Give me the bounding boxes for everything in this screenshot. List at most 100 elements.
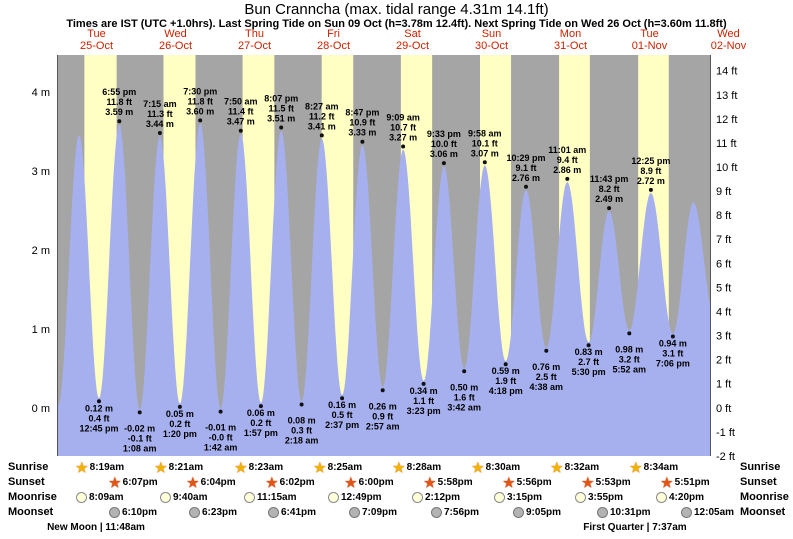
day-label: Tue bbox=[87, 28, 106, 40]
tide-extreme-dot bbox=[524, 184, 528, 189]
low-tide-label: 0.34 m 1.1 ft 3:23 pm bbox=[407, 386, 441, 416]
sunrise-star-icon: ★ bbox=[235, 460, 247, 475]
m-axis-tick: 3 m bbox=[32, 166, 50, 178]
day-label: Sat bbox=[404, 28, 421, 40]
moonrise-entry: 2:12pm bbox=[412, 491, 460, 504]
high-tide-label: 6:55 pm 11.8 ft 3.59 m bbox=[102, 87, 136, 117]
moon-phase-note: New Moon | 11:48am bbox=[47, 522, 145, 533]
astro-time: 8:21am bbox=[168, 462, 204, 473]
plot-area bbox=[57, 55, 711, 456]
ft-axis-tick: 9 ft bbox=[716, 186, 731, 198]
sunset-entry: ★ 5:53pm bbox=[582, 476, 631, 489]
moonset-entry: 6:23pm bbox=[189, 506, 237, 519]
high-tide-label: 8:27 am 11.2 ft 3.41 m bbox=[305, 101, 339, 131]
m-axis-tick: 1 m bbox=[32, 324, 50, 336]
sunrise-star-icon: ★ bbox=[155, 460, 167, 475]
sunrise-entry: ★ 8:19am bbox=[76, 461, 124, 474]
tide-extreme-dot bbox=[482, 160, 487, 165]
moonset-circle-icon bbox=[109, 507, 120, 518]
sunset-star-icon: ★ bbox=[661, 475, 673, 490]
ft-axis-tick: 10 ft bbox=[716, 162, 737, 174]
date-label: 26-Oct bbox=[159, 40, 192, 52]
sunrise-star-icon: ★ bbox=[393, 460, 405, 475]
moonset-circle-icon bbox=[189, 507, 200, 518]
moonrise-circle-icon bbox=[244, 492, 255, 503]
m-axis-tick: 2 m bbox=[32, 245, 50, 257]
moonrise-circle-icon bbox=[160, 492, 171, 503]
moonset-entry: 7:09pm bbox=[349, 506, 397, 519]
high-tide-label: 11:01 am 9.4 ft 2.86 m bbox=[548, 145, 586, 175]
moon-phase-note: First Quarter | 7:37am bbox=[583, 522, 687, 533]
sunset-entry: ★ 5:56pm bbox=[503, 476, 552, 489]
date-label: 01-Nov bbox=[632, 40, 668, 52]
ft-axis-tick: 1 ft bbox=[716, 379, 731, 391]
low-tide-label: 0.26 m 0.9 ft 2:57 am bbox=[366, 401, 400, 431]
ft-axis-tick: 14 ft bbox=[716, 66, 737, 78]
tide-extreme-dot bbox=[97, 399, 101, 404]
low-tide-label: 0.83 m 2.7 ft 5:30 pm bbox=[572, 347, 606, 377]
low-tide-label: 0.16 m 0.5 ft 2:37 pm bbox=[325, 400, 359, 430]
high-tide-label: 8:07 pm 11.5 ft 3.51 m bbox=[264, 94, 298, 124]
tide-extreme-dot bbox=[299, 402, 304, 407]
moonrise-entry: 8:09am bbox=[76, 491, 123, 504]
tide-extreme-dot bbox=[586, 343, 591, 348]
ft-axis-tick: 2 ft bbox=[716, 355, 731, 367]
day-label: Thu bbox=[245, 28, 264, 40]
sunrise-star-icon: ★ bbox=[76, 460, 88, 475]
sunrise-entry: ★ 8:25am bbox=[314, 461, 362, 474]
sunrise-star-icon: ★ bbox=[630, 460, 642, 475]
high-tide-label: 8:47 pm 10.9 ft 3.33 m bbox=[345, 108, 379, 138]
moonset-circle-icon bbox=[268, 507, 279, 518]
sunset-entry: ★ 5:51pm bbox=[661, 476, 710, 489]
high-tide-label: 10:29 pm 9.1 ft 2.76 m bbox=[506, 153, 545, 183]
tide-curve bbox=[58, 123, 711, 456]
sunset-star-icon: ★ bbox=[109, 475, 121, 490]
astro-time: 5:53pm bbox=[595, 477, 631, 488]
tide-extreme-dot bbox=[627, 331, 632, 336]
day-label: Mon bbox=[560, 28, 581, 40]
astro-time: 6:23pm bbox=[202, 507, 238, 518]
page-subtitle: Times are IST (UTC +1.0hrs). Last Spring… bbox=[66, 18, 727, 30]
moonset-entry: 6:10pm bbox=[109, 506, 157, 519]
sunrise-entry: ★ 8:32am bbox=[551, 461, 599, 474]
astro-time: 3:55pm bbox=[588, 492, 624, 503]
astro-time: 3:15pm bbox=[507, 492, 543, 503]
moonrise-circle-icon bbox=[328, 492, 339, 503]
day-label: Tue bbox=[640, 28, 659, 40]
ft-axis-tick: 11 ft bbox=[716, 138, 737, 150]
tide-extreme-dot bbox=[319, 133, 324, 138]
moonrise-circle-icon bbox=[412, 492, 423, 503]
moonrise-circle-icon bbox=[575, 492, 586, 503]
moonset-circle-icon bbox=[513, 507, 524, 518]
astro-time: 10:31pm bbox=[610, 507, 651, 518]
low-tide-label: 0.98 m 3.2 ft 5:52 am bbox=[613, 344, 647, 374]
ft-axis-tick: 4 ft bbox=[716, 307, 731, 319]
astro-time: 8:30am bbox=[485, 462, 521, 473]
date-label: 31-Oct bbox=[554, 40, 587, 52]
astro-time: 8:09am bbox=[89, 492, 124, 503]
day-label: Wed bbox=[717, 28, 739, 40]
astro-time: 7:56pm bbox=[444, 507, 480, 518]
tide-extreme-dot bbox=[565, 176, 570, 181]
high-tide-label: 7:30 pm 11.8 ft 3.60 m bbox=[183, 86, 217, 116]
high-tide-label: 9:33 pm 10.0 ft 3.06 m bbox=[427, 129, 461, 159]
moonrise-entry: 4:20pm bbox=[656, 491, 704, 504]
tide-extreme-dot bbox=[401, 144, 406, 149]
moonrise-entry: 3:15pm bbox=[494, 491, 542, 504]
moonrise-entry: 11:15am bbox=[244, 491, 296, 504]
low-tide-label: 0.12 m 0.4 ft 12:45 pm bbox=[79, 403, 118, 433]
moonrise-entry: 9:40am bbox=[160, 491, 207, 504]
sunset-entry: ★ 6:07pm bbox=[109, 476, 158, 489]
sunset-entry: ★ 5:58pm bbox=[424, 476, 473, 489]
astro-time: 8:32am bbox=[564, 462, 600, 473]
astro-time: 9:05pm bbox=[526, 507, 562, 518]
high-tide-label: 7:50 am 11.4 ft 3.47 m bbox=[224, 97, 258, 127]
sunrise-star-icon: ★ bbox=[472, 460, 484, 475]
astro-time: 5:56pm bbox=[516, 477, 552, 488]
moonset-circle-icon bbox=[681, 507, 692, 518]
moonset-circle-icon bbox=[597, 507, 608, 518]
moonrise-entry: 3:55pm bbox=[575, 491, 623, 504]
moonset-row-label-left: Moonset bbox=[8, 506, 54, 518]
date-label: 25-Oct bbox=[80, 40, 113, 52]
